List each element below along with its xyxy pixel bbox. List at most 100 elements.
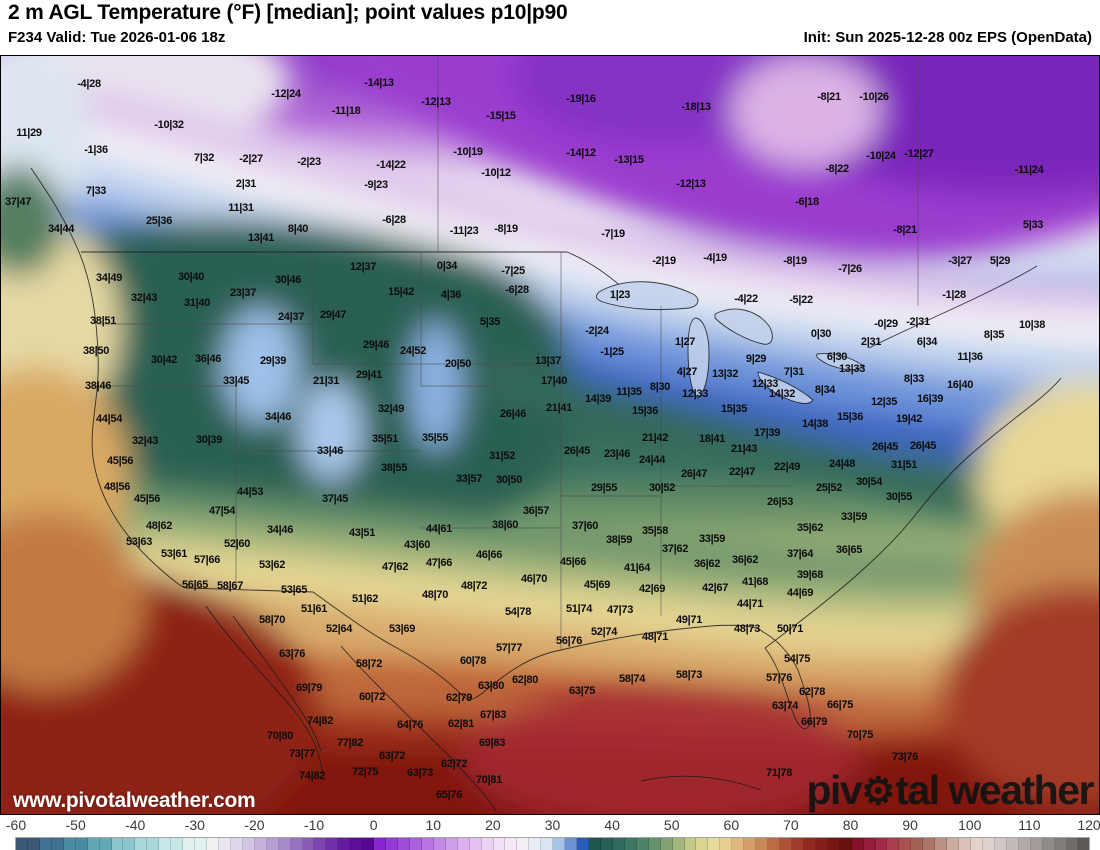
colorbar-cell — [63, 838, 76, 850]
point-value: 0|30 — [810, 328, 832, 340]
point-value: 70|75 — [846, 729, 874, 741]
point-value: 25|36 — [145, 215, 173, 227]
point-value: -2|24 — [585, 325, 609, 337]
point-value: 5|29 — [989, 255, 1011, 267]
point-value: 33|59 — [840, 511, 868, 523]
point-value: 58|73 — [675, 669, 703, 681]
point-value: 11|29 — [16, 127, 42, 139]
colorbar-cell — [935, 838, 948, 850]
colorbar-cell — [314, 838, 327, 850]
point-value: 63|76 — [278, 648, 306, 660]
point-value: -11|23 — [449, 225, 479, 237]
point-value: -15|15 — [486, 110, 516, 122]
colorbar-cell — [648, 838, 661, 850]
point-value: 45|56 — [133, 493, 161, 505]
colorbar-cell — [1006, 838, 1019, 850]
point-value: -5|22 — [789, 294, 813, 306]
colorbar-tick-label: 0 — [369, 817, 378, 833]
colorbar-cell — [338, 838, 351, 850]
point-value: 66|75 — [826, 699, 854, 711]
point-value: 70|80 — [266, 730, 294, 742]
point-value: 52|64 — [325, 623, 353, 635]
point-value: 24|44 — [638, 454, 666, 466]
point-value: 62|80 — [511, 674, 539, 686]
colorbar-cell — [481, 838, 494, 850]
colorbar-cell — [183, 838, 196, 850]
point-value: 24|52 — [399, 345, 427, 357]
colorbar-cell — [87, 838, 100, 850]
point-value: 47|66 — [425, 557, 453, 569]
point-value: 38|51 — [89, 315, 117, 327]
colorbar-tick-label: 30 — [544, 817, 561, 833]
colorbar-cell — [1018, 838, 1031, 850]
point-value: 33|57 — [455, 473, 483, 485]
point-value: 48|73 — [733, 623, 761, 635]
point-value: -1|28 — [942, 289, 966, 301]
colorbar-cell — [433, 838, 446, 850]
point-value: 35|55 — [421, 432, 449, 444]
point-value: 34|46 — [264, 411, 292, 423]
point-value: 70|81 — [475, 774, 503, 786]
point-value: 30|50 — [495, 474, 523, 486]
point-value: -8|22 — [825, 163, 849, 175]
point-value: -7|25 — [501, 265, 525, 277]
point-value: -12|13 — [676, 178, 706, 190]
temperature-field — [1, 56, 1099, 814]
point-value: 49|71 — [675, 614, 703, 626]
point-value: -2|19 — [652, 255, 676, 267]
colorbar-cell — [218, 838, 231, 850]
point-value: 30|52 — [648, 482, 676, 494]
colorbar-tick-label: 20 — [485, 817, 501, 833]
point-value: 37|62 — [661, 543, 689, 555]
point-value: 63|73 — [406, 767, 434, 779]
point-value: 30|46 — [274, 274, 302, 286]
point-value: 5|35 — [479, 316, 501, 328]
point-value: 35|62 — [796, 522, 824, 534]
point-value: 48|70 — [421, 589, 449, 601]
point-value: 43|51 — [348, 527, 376, 539]
point-value: 44|71 — [736, 598, 764, 610]
colorbar-cell — [302, 838, 315, 850]
point-value: 13|32 — [711, 368, 739, 380]
point-value: 26|47 — [680, 468, 708, 480]
point-value: 57|66 — [193, 554, 221, 566]
point-value: 36|46 — [194, 353, 222, 365]
colorbar-cell — [1078, 838, 1090, 850]
colorbar-cell — [899, 838, 912, 850]
point-value: 37|45 — [321, 493, 349, 505]
point-value: -2|31 — [906, 316, 930, 328]
colorbar-cell — [1066, 838, 1079, 850]
colorbar-cell — [1054, 838, 1067, 850]
point-value: -12|27 — [904, 148, 934, 160]
logo-text-post: tal weather — [895, 767, 1094, 813]
colorbar-tick-label: 100 — [958, 817, 982, 833]
gear-icon: ⚙ — [861, 771, 896, 813]
point-value: 16|40 — [946, 379, 974, 391]
point-value: 32|49 — [377, 403, 405, 415]
point-value: -7|26 — [838, 263, 862, 275]
point-value: -3|27 — [948, 255, 972, 267]
colorbar-cell — [207, 838, 219, 850]
colorbar-tick-label: -40 — [125, 817, 146, 833]
point-value: 14|39 — [584, 393, 612, 405]
point-value: 48|62 — [145, 520, 173, 532]
point-value: 51|61 — [300, 603, 328, 615]
point-value: -12|24 — [271, 88, 301, 100]
point-value: 44|53 — [236, 486, 264, 498]
point-value: 52|60 — [223, 538, 251, 550]
point-value: 64|76 — [396, 719, 424, 731]
colorbar-cell — [493, 838, 506, 850]
point-value: 58|74 — [618, 673, 646, 685]
colorbar-cell — [780, 838, 792, 850]
point-value: -10|19 — [453, 146, 483, 158]
point-value: -8|19 — [494, 223, 518, 235]
point-value: 58|72 — [355, 658, 383, 670]
point-value: 52|74 — [590, 626, 618, 638]
colorbar-cell — [791, 838, 804, 850]
colorbar-tick-label: -20 — [244, 817, 265, 833]
point-value: 36|62 — [731, 554, 759, 566]
point-value: 36|62 — [693, 558, 721, 570]
point-value: 63|74 — [771, 700, 799, 712]
point-value: 31|52 — [488, 450, 516, 462]
colorbar-cell — [27, 838, 40, 850]
